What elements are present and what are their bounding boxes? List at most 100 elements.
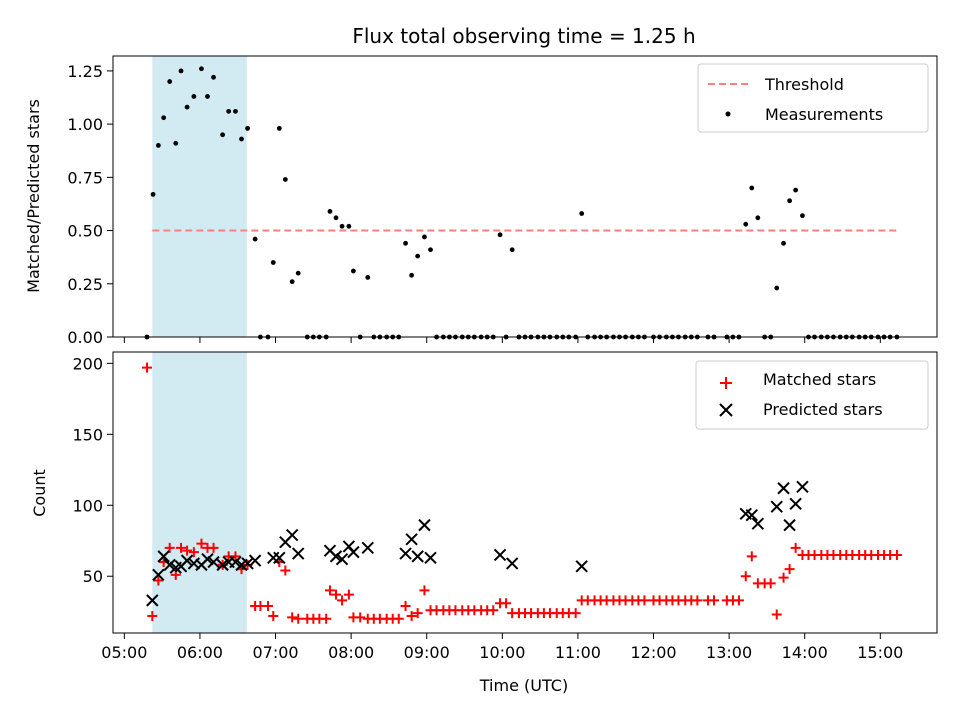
measurement-point xyxy=(346,223,352,229)
matched-point xyxy=(740,571,751,582)
predicted-point xyxy=(418,518,431,532)
measurement-point xyxy=(409,272,415,278)
measurement-point xyxy=(252,236,258,242)
measurement-point xyxy=(199,66,204,72)
predicted-point xyxy=(329,550,343,563)
measurement-point xyxy=(205,94,210,99)
bottom-y-tick-label: 100 xyxy=(72,496,103,515)
matched-point xyxy=(324,585,335,596)
x-tick-label: 11:00 xyxy=(555,643,601,662)
measurement-point xyxy=(800,213,805,219)
bottom-legend-box xyxy=(695,360,929,430)
predicted-point xyxy=(405,533,418,546)
top-y-axis-label: Matched/Predicted stars xyxy=(24,99,43,293)
matched-point xyxy=(393,613,404,624)
x-tick-label: 08:00 xyxy=(328,643,374,662)
measurement-point xyxy=(350,268,356,274)
x-tick-label: 06:00 xyxy=(177,643,223,662)
predicted-point xyxy=(751,517,765,530)
matched-point xyxy=(891,549,902,560)
matched-point xyxy=(182,545,193,556)
matched-point xyxy=(230,551,241,562)
measurement-point xyxy=(282,177,288,182)
x-tick-label: 09:00 xyxy=(404,643,450,662)
measurement-point xyxy=(270,260,276,265)
predicted-point xyxy=(207,555,220,569)
measurement-point xyxy=(428,247,433,253)
measurement-point xyxy=(365,274,371,280)
x-tick-label: 05:00 xyxy=(101,643,147,662)
bottom-x-ticks: 05:00 06:00 07:00 08:00 09:00 10:00 11:00 12:00… xyxy=(101,633,903,662)
top-highlight-span xyxy=(152,56,247,337)
legend-matched-swatch xyxy=(720,377,732,389)
measurement-point xyxy=(787,198,792,204)
predicted-point xyxy=(770,500,783,513)
bottom-legend: Matched stars Predicted stars xyxy=(695,360,929,430)
matched-point xyxy=(268,610,279,621)
matched-point xyxy=(784,564,795,575)
bottom-panel: 50 100 150 200 05:00 06:00 07:00 08:00 09:00 10:… xyxy=(30,351,938,695)
matched-point xyxy=(771,609,782,620)
predicted-point xyxy=(745,508,758,522)
matched-point xyxy=(412,608,423,619)
predicted-point xyxy=(267,551,280,564)
x-tick-label: 14:00 xyxy=(782,643,828,662)
top-panel: 0.00 0.25 0.50 0.75 1.00 1.25 Matched/Predict… xyxy=(24,55,938,347)
matched-point xyxy=(692,595,703,606)
predicted-point xyxy=(777,482,790,495)
predicted-point xyxy=(411,550,424,563)
matched-point xyxy=(196,538,207,549)
bottom-y-tick-label: 150 xyxy=(72,425,103,444)
top-y-tick-label: 1.25 xyxy=(67,62,103,81)
measurement-point xyxy=(226,108,232,114)
legend-threshold-label: Threshold xyxy=(764,75,844,94)
measurement-point xyxy=(233,108,238,114)
predicted-point xyxy=(241,557,254,570)
bottom-y-tick-label: 200 xyxy=(72,354,103,373)
matched-point xyxy=(343,589,354,600)
measurement-point xyxy=(333,215,339,221)
matched-point xyxy=(778,572,789,583)
measurement-point xyxy=(276,125,282,131)
predicted-point xyxy=(783,518,796,532)
legend-matched-label: Matched stars xyxy=(763,370,876,389)
legend-measurement-swatch xyxy=(725,111,731,117)
measurement-point xyxy=(339,223,345,229)
predicted-point xyxy=(575,560,588,573)
predicted-point xyxy=(157,550,170,563)
predicted-point xyxy=(424,551,437,564)
matched-point xyxy=(790,542,801,553)
matched-point xyxy=(147,610,158,621)
predicted-point xyxy=(248,554,262,567)
predicted-point xyxy=(399,547,412,560)
matched-point xyxy=(570,608,581,619)
measurement-point xyxy=(295,270,301,276)
x-tick-label: 13:00 xyxy=(706,643,752,662)
bottom-y-axis-label: Count xyxy=(30,469,49,517)
measurement-point xyxy=(781,240,786,246)
x-tick-label: 12:00 xyxy=(630,643,676,662)
matched-point xyxy=(142,362,153,373)
x-tick-label: 15:00 xyxy=(857,643,903,662)
measurement-point xyxy=(749,185,755,191)
matched-point xyxy=(321,613,332,624)
measurement-point xyxy=(155,143,161,148)
measurement-point xyxy=(184,104,190,110)
bottom-y-ticks: 50 100 150 200 xyxy=(72,354,113,586)
measurement-point xyxy=(755,215,761,221)
measurement-point xyxy=(422,234,427,240)
measurement-point xyxy=(743,221,749,227)
measurement-point xyxy=(161,115,167,121)
matched-points xyxy=(142,362,902,624)
legend-predicted-label: Predicted stars xyxy=(763,400,883,419)
matched-point xyxy=(337,595,348,606)
matched-point xyxy=(188,547,199,558)
bottom-y-tick-label: 50 xyxy=(83,567,103,586)
measurement-point xyxy=(173,140,179,146)
measurement-point xyxy=(245,125,250,131)
matched-point xyxy=(746,551,757,562)
top-legend: Threshold Measurements xyxy=(697,63,929,133)
chart-title: Flux total observing time = 1.25 h xyxy=(352,24,695,48)
top-legend-box xyxy=(697,63,929,133)
measurement-point xyxy=(327,209,333,214)
